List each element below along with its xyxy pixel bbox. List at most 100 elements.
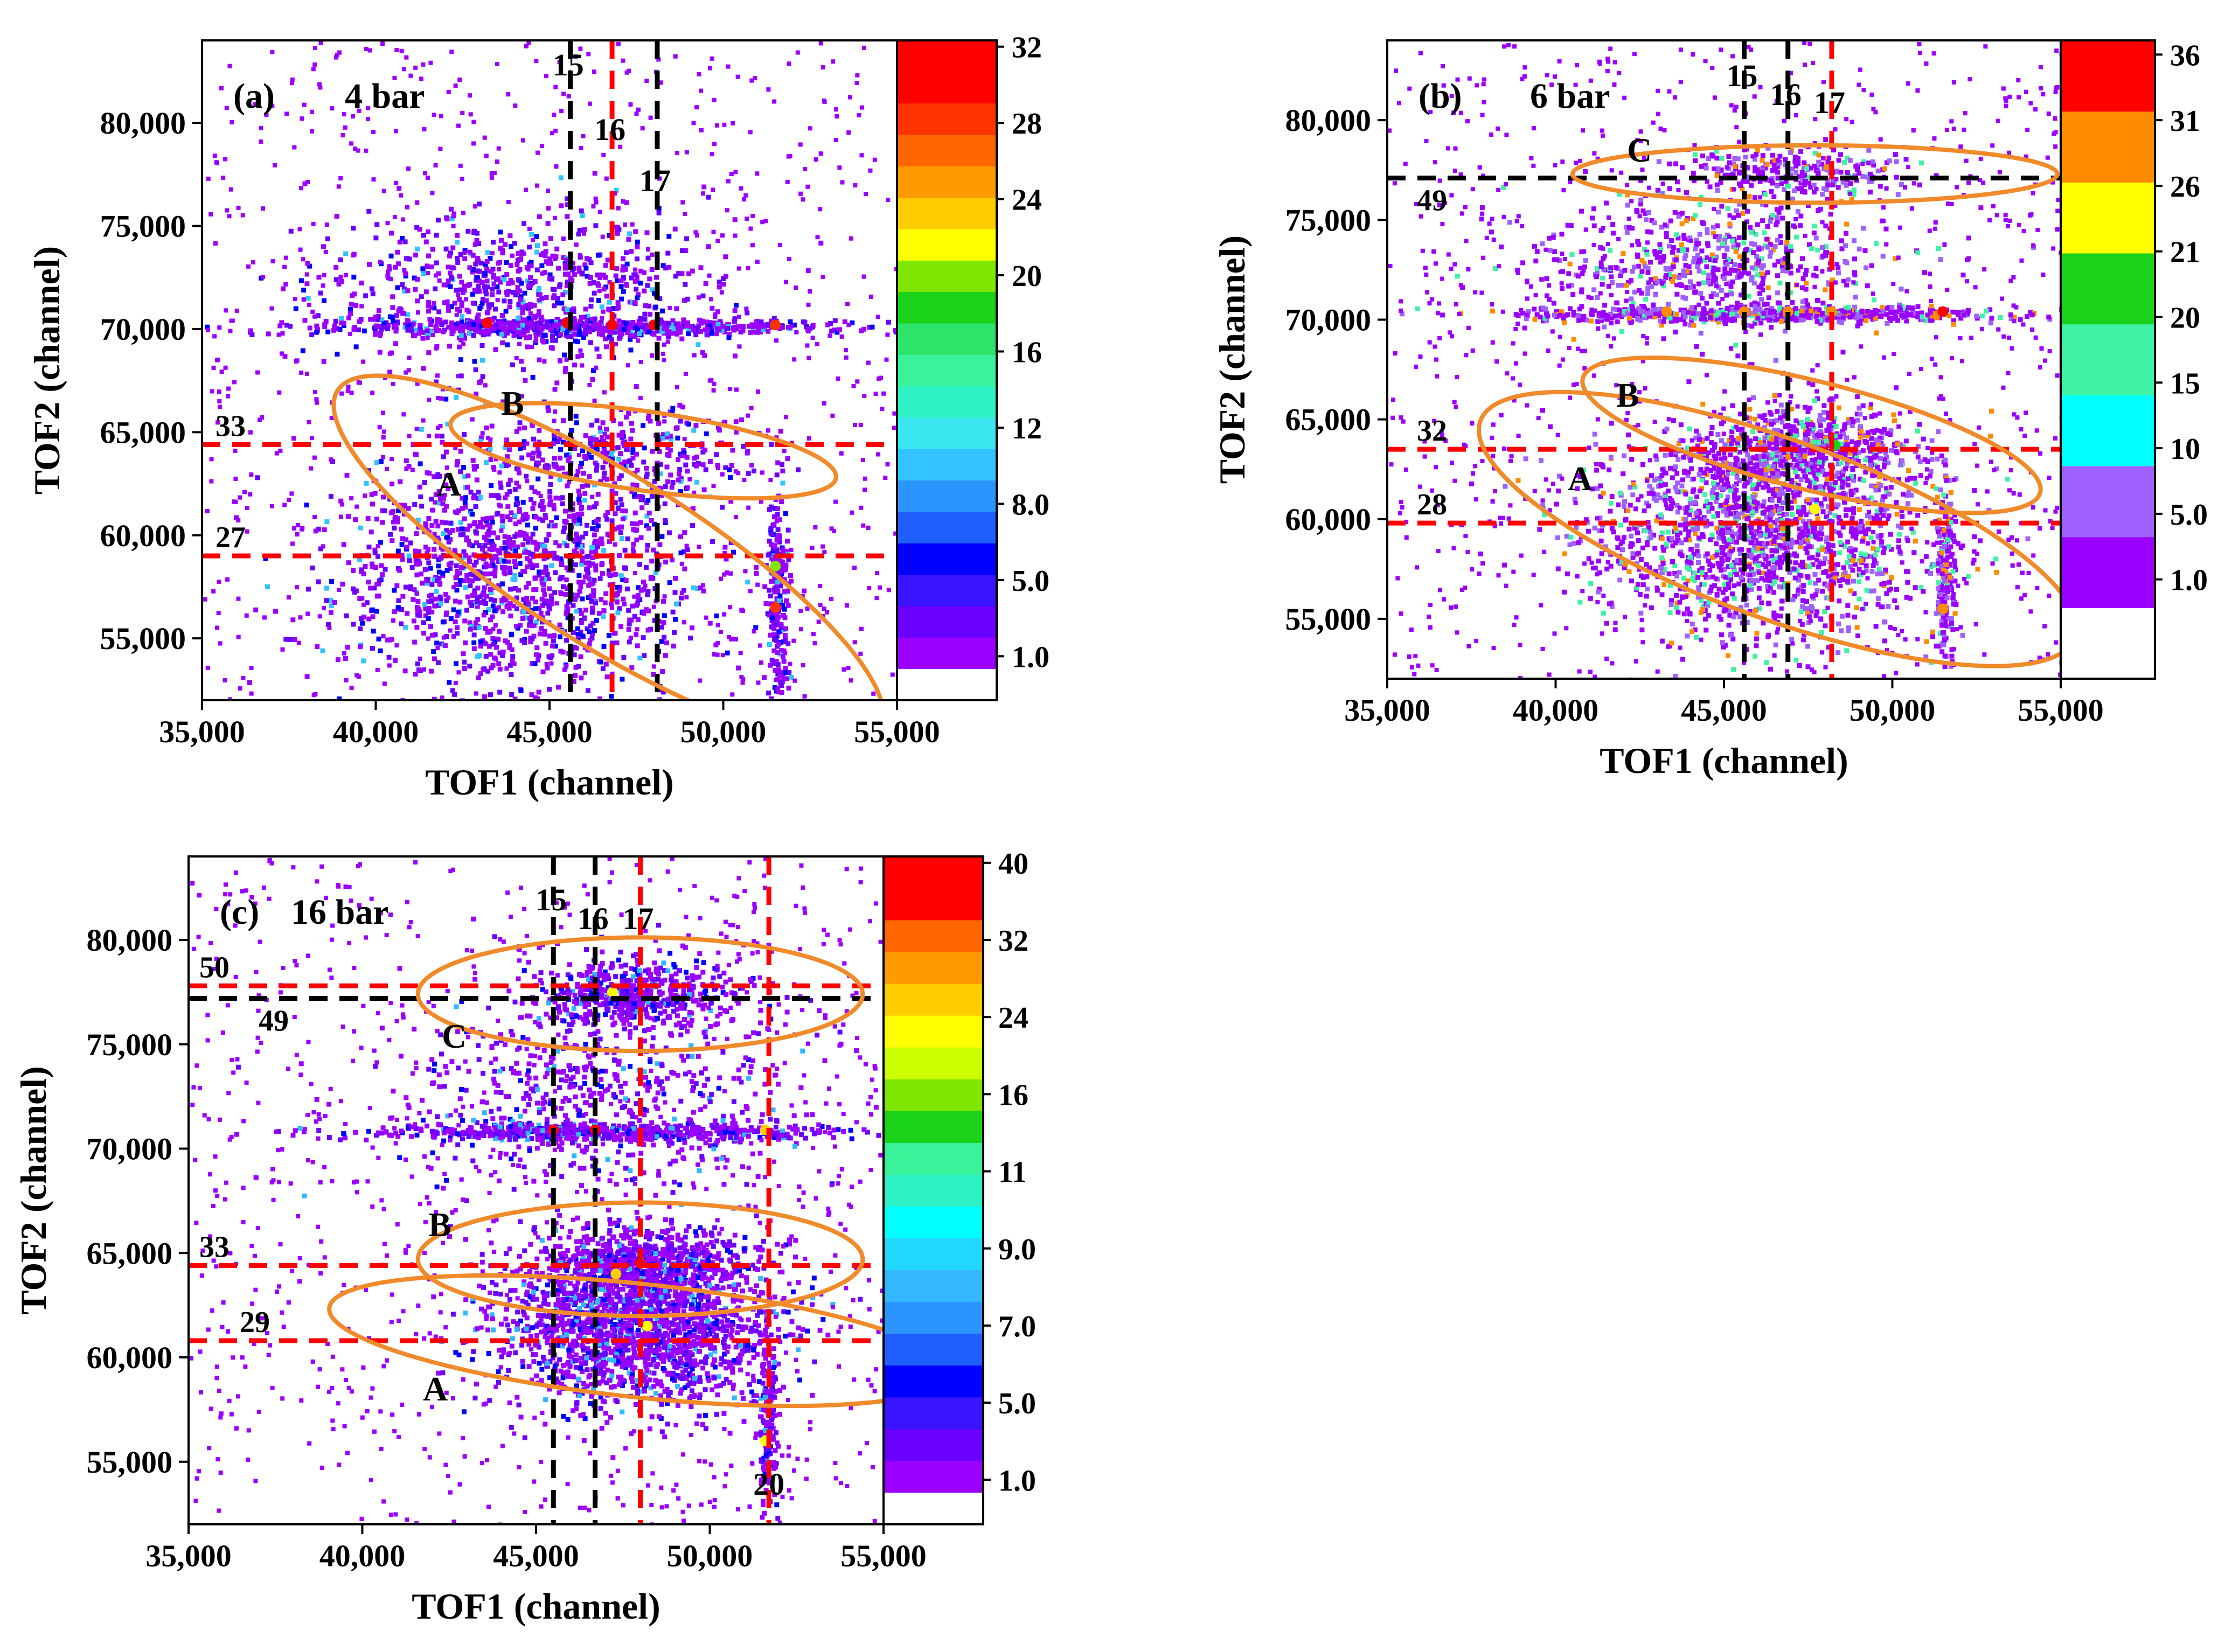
density-point [525, 540, 531, 545]
density-point [1749, 587, 1754, 592]
density-point [1598, 538, 1604, 543]
density-point [395, 604, 401, 610]
density-point [607, 233, 612, 238]
density-point [476, 490, 481, 495]
density-point [1722, 582, 1727, 588]
density-point [630, 603, 635, 609]
density-point [436, 218, 441, 223]
density-point [536, 454, 541, 459]
noise-point [226, 394, 231, 399]
density-point [1747, 479, 1753, 484]
density-point [415, 598, 421, 604]
density-point [536, 445, 540, 451]
density-point [399, 607, 405, 612]
density-point [629, 665, 635, 671]
density-point [1805, 421, 1810, 426]
density-point [1840, 577, 1846, 582]
density-point [577, 228, 582, 233]
colorbar-swatch [897, 543, 997, 575]
density-point [617, 553, 622, 558]
density-point [781, 612, 787, 618]
noise-point [208, 212, 213, 217]
density-point [674, 306, 679, 311]
noise-point [738, 651, 743, 656]
density-point [492, 598, 497, 603]
vertical-line-label: 16 [594, 112, 625, 147]
density-point [530, 636, 535, 642]
density-point [524, 322, 530, 327]
noise-point [756, 680, 761, 685]
density-points [203, 40, 897, 700]
density-point [1848, 557, 1853, 563]
density-point [255, 475, 260, 480]
density-point [573, 562, 578, 568]
density-point [367, 262, 372, 267]
density-point [560, 465, 565, 471]
density-point [1710, 563, 1715, 569]
density-point [488, 652, 493, 657]
colorbar-swatch [897, 637, 997, 670]
density-point [1737, 478, 1742, 483]
density-point [717, 280, 722, 285]
density-point [497, 689, 503, 695]
noise-point [351, 253, 356, 257]
density-point [690, 268, 695, 274]
density-point [1798, 477, 1804, 482]
noise-point [818, 41, 823, 46]
density-point [531, 500, 537, 506]
density-point [517, 561, 523, 566]
density-point [763, 601, 769, 607]
density-point [315, 313, 321, 318]
density-point [686, 331, 691, 337]
density-point [666, 530, 672, 535]
density-point [669, 436, 674, 442]
density-point [529, 485, 534, 490]
density-point [470, 512, 475, 517]
noise-point [782, 449, 787, 454]
density-point [694, 463, 699, 469]
noise-point [546, 261, 551, 266]
density-point [421, 366, 426, 371]
noise-point [858, 651, 863, 656]
density-point [1784, 541, 1790, 546]
density-point [488, 617, 493, 623]
density-point [1612, 627, 1618, 632]
noise-point [337, 588, 341, 593]
noise-point [222, 678, 227, 682]
noise-point [371, 130, 376, 135]
density-point [772, 685, 777, 690]
density-point [537, 451, 542, 456]
density-point [378, 459, 384, 464]
density-point [767, 539, 772, 544]
noise-point [298, 247, 303, 252]
noise-point [554, 164, 559, 169]
density-point [778, 564, 784, 569]
density-point [339, 316, 344, 321]
density-point [490, 663, 496, 668]
density-point [313, 528, 318, 534]
noise-point [205, 665, 210, 670]
density-point [1727, 438, 1732, 444]
density-point [618, 278, 624, 283]
density-point [607, 539, 612, 544]
noise-point [679, 590, 684, 595]
noise-point [517, 341, 522, 346]
density-point [502, 318, 507, 324]
noise-point [361, 602, 366, 607]
density-point [1807, 519, 1812, 524]
density-point [476, 241, 482, 246]
density-point [305, 261, 310, 266]
density-point [1714, 541, 1719, 547]
noise-point [342, 651, 346, 656]
density-point [537, 631, 543, 637]
density-point [517, 519, 522, 525]
colorbar-swatch [897, 417, 997, 449]
density-point [600, 666, 606, 671]
density-point [574, 531, 579, 536]
density-point [609, 601, 614, 607]
noise-point [733, 469, 738, 474]
noise-point [436, 395, 441, 400]
density-point [1597, 570, 1603, 575]
density-point [443, 396, 449, 402]
density-point [728, 540, 734, 545]
